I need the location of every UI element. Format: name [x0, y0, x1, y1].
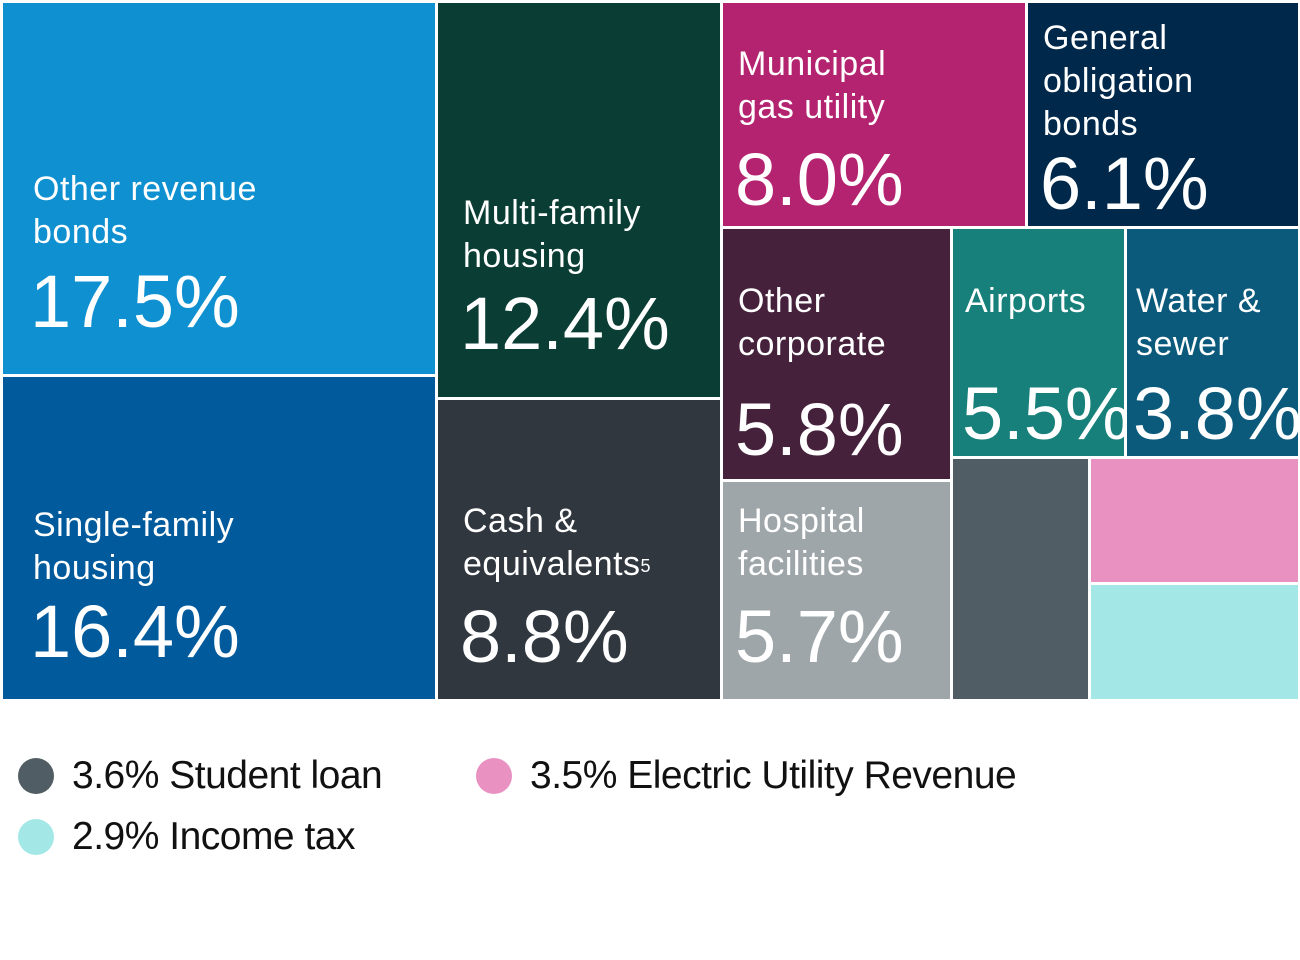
- tile-label: Water & sewer: [1136, 282, 1262, 363]
- tile-value: 5.8%: [735, 388, 904, 471]
- treemap: Other revenue bonds 17.5% Single-family hous…: [3, 3, 1300, 699]
- tile-other-revenue-bonds: Other revenue bonds 17.5%: [3, 3, 435, 374]
- legend-text: 2.9% Income tax: [72, 815, 355, 858]
- tile-income-tax: [1091, 585, 1298, 699]
- tile-student-loan: [953, 459, 1088, 699]
- tile-value: 3.8%: [1133, 372, 1300, 455]
- legend-dot-icon: [18, 819, 54, 855]
- tile-multi-family-housing: Multi-family housing 12.4%: [438, 3, 720, 397]
- tile-value: 5.5%: [962, 372, 1131, 455]
- legend-text: 3.5% Electric Utility Revenue: [530, 754, 1017, 797]
- tile-value: 8.0%: [735, 138, 904, 221]
- tile-label: Airports: [965, 282, 1087, 320]
- tile-label: Other revenue bonds: [33, 170, 257, 251]
- tile-general-obligation-bonds: General obligation bonds 6.1%: [1028, 3, 1298, 226]
- tile-single-family-housing: Single-family housing 16.4%: [3, 377, 435, 699]
- tile-label: Hospital facilities: [738, 502, 865, 583]
- tile-municipal-gas-utility: Municipal gas utility 8.0%: [723, 3, 1025, 226]
- tile-other-corporate: Other corporate 5.8%: [723, 229, 950, 479]
- tile-value: 12.4%: [460, 282, 670, 365]
- tile-water-sewer: Water & sewer 3.8%: [1127, 229, 1300, 456]
- tile-electric-utility-revenue: [1091, 459, 1298, 582]
- tile-label: Other corporate: [738, 282, 887, 363]
- legend-dot-icon: [18, 758, 54, 794]
- tile-hospital-facilities: Hospital facilities 5.7%: [723, 482, 950, 699]
- tile-value: 17.5%: [30, 260, 240, 343]
- tile-label: Single-family housing: [33, 506, 235, 587]
- tile-value: 16.4%: [30, 590, 240, 673]
- tile-value: 8.8%: [460, 595, 629, 678]
- tile-airports: Airports 5.5%: [953, 229, 1131, 456]
- legend-dot-icon: [476, 758, 512, 794]
- tile-label: Cash & equivalents5: [463, 502, 652, 583]
- legend-text: 3.6% Student loan: [72, 754, 383, 797]
- tile-label: Municipal gas utility: [738, 45, 887, 126]
- tile-label: General obligation bonds: [1043, 19, 1194, 143]
- tile-value: 5.7%: [735, 595, 904, 678]
- tile-value: 6.1%: [1040, 142, 1209, 225]
- tile-cash-equivalents: Cash & equivalents5 8.8%: [438, 400, 720, 699]
- tile-label: Multi-family housing: [463, 194, 641, 275]
